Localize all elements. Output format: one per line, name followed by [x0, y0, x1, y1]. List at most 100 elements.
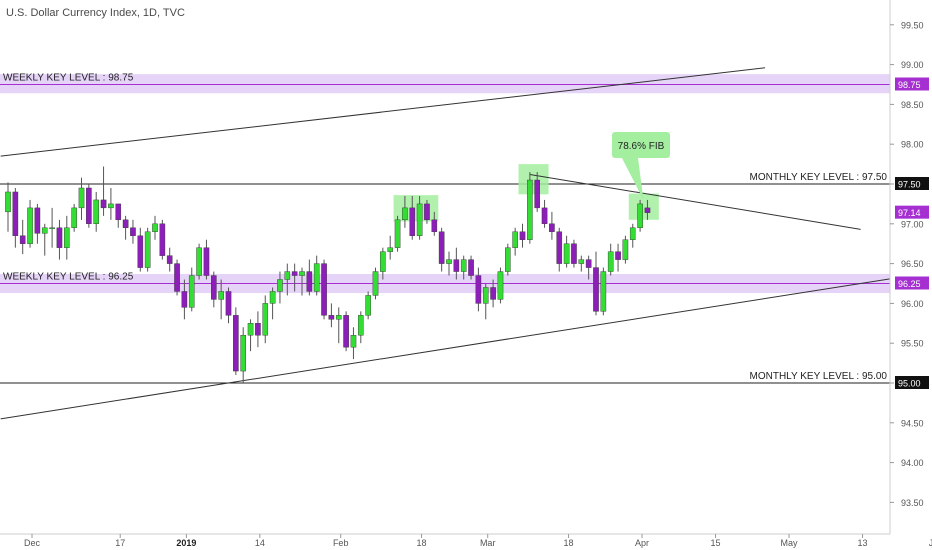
candle-down[interactable] — [86, 187, 92, 224]
candle-up[interactable] — [108, 203, 114, 209]
candle-down[interactable] — [431, 219, 438, 232]
candle-up[interactable] — [607, 251, 614, 272]
candle-down[interactable] — [137, 235, 144, 268]
candle-down[interactable] — [255, 323, 261, 336]
candle-up[interactable] — [512, 231, 518, 248]
candle-down[interactable] — [306, 271, 313, 292]
candles — [5, 166, 651, 383]
candle-down[interactable] — [233, 315, 239, 372]
last-price-tag: 97.14 — [898, 208, 921, 218]
candle-down[interactable] — [541, 207, 548, 225]
candle-down[interactable] — [438, 231, 445, 264]
candle-up[interactable] — [402, 207, 408, 221]
candle-down[interactable] — [468, 259, 474, 276]
candle-up[interactable] — [152, 223, 158, 232]
candle-up[interactable] — [380, 251, 386, 272]
candle-up[interactable] — [497, 271, 504, 300]
candle-down[interactable] — [475, 275, 482, 304]
candle-up[interactable] — [365, 295, 371, 316]
price-tick-label: 94.50 — [901, 418, 924, 428]
candle-down[interactable] — [549, 223, 555, 232]
candle-down[interactable] — [571, 243, 577, 264]
candle-up[interactable] — [5, 191, 11, 213]
time-tick-label: Feb — [333, 538, 349, 548]
candle-down[interactable] — [593, 267, 599, 312]
candle-up[interactable] — [78, 187, 85, 209]
candle-down[interactable] — [34, 207, 41, 234]
candle-down[interactable] — [490, 287, 496, 300]
trendline[interactable] — [0, 278, 891, 420]
candle-up[interactable] — [247, 323, 254, 336]
candle-up[interactable] — [71, 207, 77, 228]
candle-down[interactable] — [19, 235, 26, 244]
time-tick-label: Dec — [24, 538, 41, 548]
candle-up[interactable] — [41, 227, 48, 234]
candle-up[interactable] — [394, 219, 401, 248]
candle-up[interactable] — [299, 271, 305, 276]
candle-down[interactable] — [519, 231, 526, 240]
candle-down[interactable] — [424, 203, 430, 221]
candle-down[interactable] — [409, 207, 416, 236]
candle-up[interactable] — [387, 247, 394, 252]
candle-down[interactable] — [115, 203, 122, 221]
candle-down[interactable] — [166, 255, 173, 264]
candle-up[interactable] — [460, 259, 467, 272]
candle-up[interactable] — [350, 335, 357, 348]
candle-up[interactable] — [262, 303, 269, 336]
candle-up[interactable] — [144, 231, 151, 268]
candle-up[interactable] — [482, 287, 489, 304]
candle-up[interactable] — [637, 203, 643, 228]
candle-down[interactable] — [291, 271, 298, 276]
candle-up[interactable] — [527, 179, 533, 240]
candle-up[interactable] — [358, 315, 364, 336]
trendline[interactable] — [529, 173, 861, 230]
candle-down[interactable] — [12, 191, 19, 236]
candle-up[interactable] — [416, 203, 423, 236]
candle-up[interactable] — [372, 271, 379, 296]
candle-up[interactable] — [446, 259, 452, 264]
candle-up[interactable] — [196, 247, 202, 276]
candle-down[interactable] — [174, 263, 180, 292]
candle-up[interactable] — [188, 275, 195, 308]
candle-up[interactable] — [622, 239, 629, 260]
candle-up[interactable] — [240, 335, 247, 372]
candle-down[interactable] — [644, 207, 651, 213]
candle-down[interactable] — [615, 251, 621, 260]
candle-down[interactable] — [225, 291, 232, 316]
chart-title: U.S. Dollar Currency Index, 1D, TVC — [6, 7, 185, 19]
candle-down[interactable] — [181, 291, 188, 308]
candle-down[interactable] — [453, 259, 460, 272]
candle-down[interactable] — [534, 179, 540, 209]
candle-up[interactable] — [269, 291, 276, 304]
candle-down[interactable] — [210, 275, 217, 300]
candle-down[interactable] — [585, 259, 592, 268]
trendline[interactable] — [0, 67, 766, 157]
candle-up[interactable] — [27, 207, 33, 244]
candle-up[interactable] — [629, 227, 636, 240]
candle-up[interactable] — [563, 243, 570, 264]
candle-up[interactable] — [277, 279, 283, 292]
candle-down[interactable] — [343, 315, 349, 348]
candle-up[interactable] — [600, 271, 607, 312]
candle-up[interactable] — [49, 227, 55, 229]
candle-down[interactable] — [203, 247, 210, 276]
time-axis: Dec 17 2019 14 Feb 18 Mar 18 Apr 15 May 13 Jun — [0, 533, 932, 548]
candle-down[interactable] — [328, 315, 335, 320]
candle-up[interactable] — [93, 199, 99, 224]
candle-down[interactable] — [122, 219, 129, 228]
candle-up[interactable] — [313, 263, 320, 292]
highlight-box — [393, 195, 439, 222]
candle-down[interactable] — [100, 199, 107, 209]
candle-down[interactable] — [130, 227, 136, 236]
candle-up[interactable] — [218, 291, 224, 300]
candle-down[interactable] — [159, 223, 166, 256]
candle-down[interactable] — [321, 263, 327, 316]
candle-up[interactable] — [284, 271, 291, 280]
candle-down[interactable] — [556, 231, 563, 264]
candle-up[interactable] — [335, 315, 342, 320]
candle-up[interactable] — [63, 227, 70, 248]
candle-down[interactable] — [56, 227, 63, 248]
candle-up[interactable] — [578, 259, 585, 264]
candle-up[interactable] — [505, 247, 511, 272]
